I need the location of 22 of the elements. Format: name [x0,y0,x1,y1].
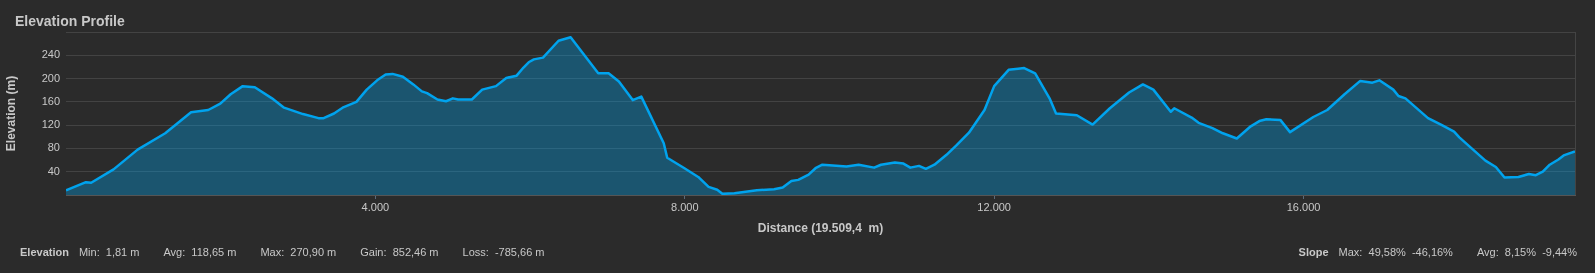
x-tick-label: 16.000 [1286,200,1321,213]
text: Slope [1298,246,1329,258]
text: Elevation [20,246,69,258]
x-tick-label: 12.000 [977,200,1011,213]
text: Gain: 852,46 m [360,246,439,258]
text: Avg: 8,15% -9,44% [1476,246,1577,258]
chart-title: Elevation Profile [15,13,125,29]
y-axis-title: Elevation (m) [3,75,18,152]
y-tick-label: 240 [41,48,60,61]
y-tick-label: 200 [41,71,60,84]
text: Max: 49,58% -46,16% [1338,246,1453,258]
x-tick-label: 8.000 [671,200,699,213]
y-tick-label: 40 [47,164,60,177]
y-tick-label: 120 [41,118,60,131]
x-axis-title: Distance (19.509,4 m) [757,221,884,236]
text: Min: 1,81 m [78,246,140,258]
y-tick-label: 160 [41,94,60,107]
x-tick-label: 4.000 [361,200,390,213]
text: Avg: 118,65 m [163,246,237,258]
y-tick-label: 80 [47,141,60,154]
text: Loss: -785,66 m [462,246,545,258]
text: Max: 270,90 m [260,246,337,258]
